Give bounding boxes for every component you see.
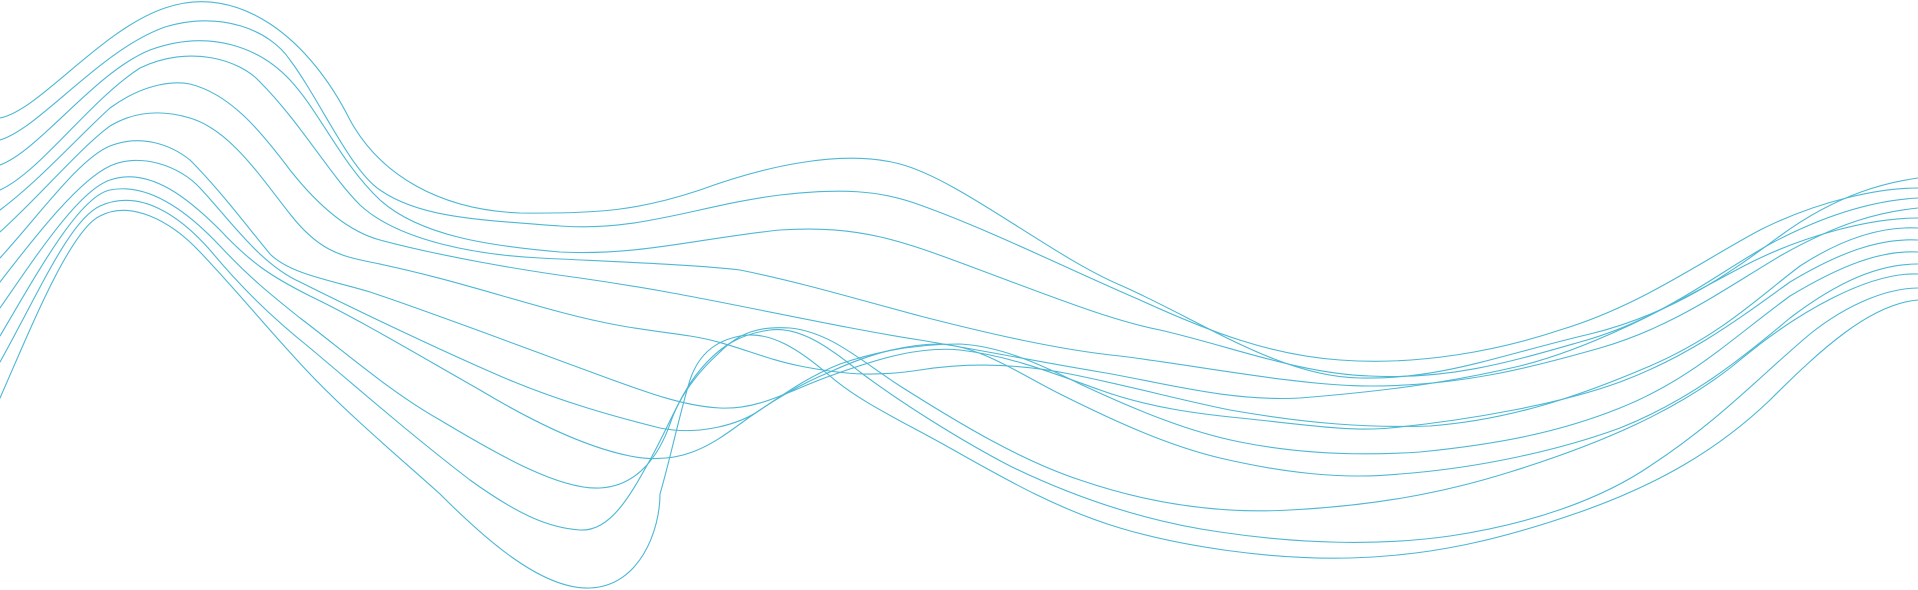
wave-line-9 xyxy=(0,176,1918,477)
wave-line-11 xyxy=(0,199,1918,543)
wave-line-10 xyxy=(0,188,1918,512)
wave-line-1 xyxy=(0,1,1918,379)
wave-line-5 xyxy=(0,82,1918,400)
wave-line-2 xyxy=(0,20,1918,362)
wave-line-8 xyxy=(0,159,1918,455)
wave-line-4 xyxy=(0,55,1918,387)
wave-line-6 xyxy=(0,112,1918,428)
wave-line-3 xyxy=(0,40,1918,378)
wave-line-12 xyxy=(0,209,1918,589)
wave-line-7 xyxy=(0,140,1918,430)
